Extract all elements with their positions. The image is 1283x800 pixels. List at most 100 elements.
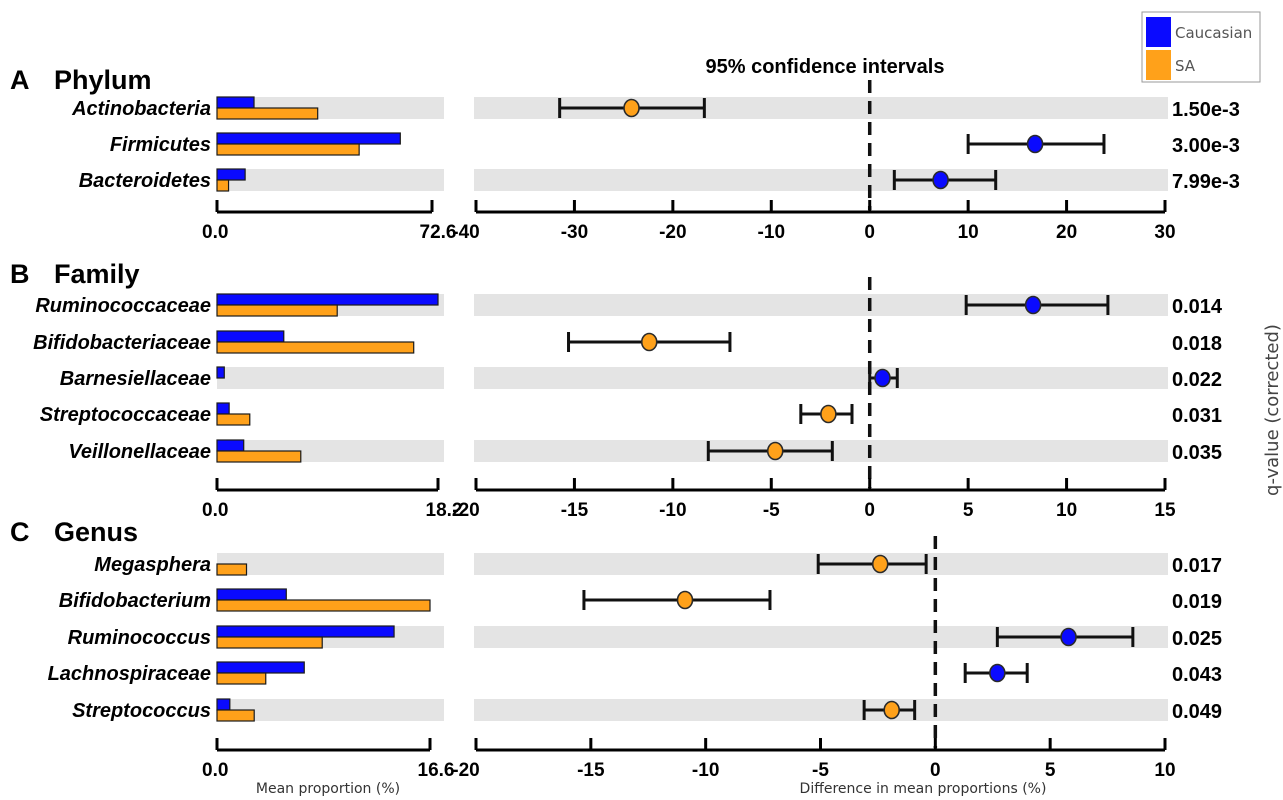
panel-c-bar-caucasian-ruminococcus (216, 625, 395, 638)
panel-c-q-value: 0.017 (1172, 555, 1222, 577)
panel-c-bar-caucasian-lachnospiraceae (216, 661, 305, 674)
panel-b-band-right-ruminococcaceae (474, 294, 1168, 316)
panel-c-band-left-megasphera (217, 553, 444, 575)
panel-c-bar-caucasian-streptococcus (216, 698, 231, 711)
panel-b-band-right-barnesiellaceae (474, 367, 1168, 389)
panel-c-q-value: 0.025 (1172, 628, 1222, 650)
panel-b-q-value: 0.018 (1172, 333, 1222, 355)
panel-c-q-value: 0.043 (1172, 664, 1222, 686)
panel-a-title: Phylum (54, 65, 152, 95)
panel-c-category-label: Ruminococcus (68, 627, 211, 649)
panel-c-right-tick-label: -15 (577, 760, 605, 781)
panel-c-ci-point-ruminococcus (1060, 627, 1077, 647)
panel-b-title: Family (54, 259, 140, 289)
row-bands (217, 97, 1168, 721)
panel-c-q-value: 0.049 (1172, 701, 1222, 723)
panel-b-right-tick-label: -15 (561, 500, 589, 521)
panel-b-right-tick-label: -5 (763, 500, 780, 521)
panel-a-category-label: Bacteroidetes (79, 170, 211, 192)
panel-c-ci-point-streptococcus (883, 700, 900, 720)
panel-c-band-right-streptococcus (474, 699, 1168, 721)
panel-b-right-tick-label: 15 (1154, 500, 1176, 521)
legend-swatch-sa (1146, 50, 1171, 80)
panel-c-category-label: Megasphera (94, 554, 211, 576)
panel-a-ci-point-actinobacteria (623, 98, 640, 118)
panel-b-right-tick-label: -20 (452, 500, 479, 521)
panel-c-ci-point-megasphera (871, 554, 889, 574)
panel-a-bar-caucasian-bacteroidetes (216, 168, 246, 181)
panel-c-bar-sa-bifidobacterium (216, 599, 431, 612)
panel-b-ci-point-ruminococcaceae (1024, 295, 1042, 315)
panel-a-bar-caucasian-actinobacteria (216, 96, 255, 109)
chart-title: 95% confidence intervals (706, 56, 945, 78)
panel-a-bar-sa-firmicutes (216, 143, 360, 156)
panel-c-bar-sa-megasphera (216, 563, 248, 576)
panel-a-right-tick-label: -30 (561, 222, 588, 243)
panel-b-right-tick-label: 0 (864, 500, 875, 521)
panel-a-right-tick-label: -40 (452, 222, 479, 243)
panel-a-q-value: 1.50e-3 (1172, 99, 1240, 121)
panel-b-bar-caucasian-barnesiellaceae (216, 366, 225, 379)
panel-b-ci-point-veillonellaceae (766, 441, 784, 461)
panel-c-category-label: Streptococcus (72, 700, 211, 722)
chart-labels: Actinobacteria 1.50e-3 Firmicutes 3.00e-3 Ba… (33, 98, 1240, 781)
panel-c-category-label: Bifidobacterium (59, 590, 211, 612)
panel-b-q-value: 0.014 (1172, 296, 1223, 318)
panel-c-bar-sa-ruminococcus (216, 636, 323, 649)
panel-a-category-label: Actinobacteria (71, 98, 211, 120)
panel-c-ci-point-bifidobacterium (676, 590, 694, 610)
panel-a-right-tick-label: 10 (958, 222, 979, 243)
panel-b-bar-caucasian-veillonellaceae (216, 439, 245, 452)
panel-c-ci-point-lachnospiraceae (989, 663, 1006, 683)
panel-a-ci-point-firmicutes (1026, 134, 1044, 154)
panel-c-right-tick-label: 5 (1045, 760, 1056, 781)
panel-a-bar-sa-bacteroidetes (216, 179, 230, 192)
panel-c-bar-sa-streptococcus (216, 709, 255, 722)
panel-c-right-tick-label: -10 (692, 760, 719, 781)
panel-a-letter: A (10, 65, 30, 95)
legend-swatch-caucasian (1146, 17, 1171, 47)
panel-b-right-tick-label: 5 (963, 500, 974, 521)
chart-marks (215, 80, 1167, 752)
panel-c-letter: C (10, 517, 30, 547)
panel-b-ci-point-barnesiellaceae (874, 368, 891, 388)
panel-a-left-tick-label: 0.0 (202, 222, 228, 243)
legend-label-caucasian: Caucasian (1175, 24, 1252, 42)
panel-c-band-right-ruminococcus (474, 626, 1168, 648)
panel-b-category-label: Veillonellaceae (68, 441, 211, 463)
legend: Caucasian SA (1141, 11, 1261, 83)
panel-c-bar-caucasian-bifidobacterium (216, 588, 287, 601)
panel-a-q-value: 7.99e-3 (1172, 171, 1240, 193)
panel-a-category-label: Firmicutes (110, 134, 211, 156)
panel-b-bar-sa-ruminococcaceae (216, 304, 338, 317)
panel-b-ci-point-streptococcaceae (820, 404, 837, 424)
panel-a-right-tick-label: 30 (1154, 222, 1175, 243)
panel-b-bar-caucasian-bifidobacteriaceae (216, 330, 285, 343)
panel-c-bar-sa-lachnospiraceae (216, 672, 267, 685)
panel-c-left-tick-label: 0.0 (202, 760, 228, 781)
legend-label-sa: SA (1175, 57, 1196, 75)
q-value-axis-label: q-value (corrected) (1262, 324, 1283, 496)
panel-a-left-tick-label: 72.6 (420, 222, 457, 243)
panel-b-ci-point-bifidobacteriaceae (640, 332, 658, 352)
panel-a-right-tick-label: 20 (1056, 222, 1077, 243)
panel-b-right-tick-label: 10 (1056, 500, 1077, 521)
panel-c-right-tick-label: -20 (452, 760, 479, 781)
panel-b-letter: B (10, 259, 30, 289)
panel-b-bar-caucasian-streptococcaceae (216, 402, 230, 415)
panel-c-right-tick-label: -5 (812, 760, 829, 781)
panel-a-ci-point-bacteroidetes (932, 170, 949, 190)
panel-b-q-value: 0.031 (1172, 405, 1222, 427)
panel-a-band-right-actinobacteria (474, 97, 1168, 119)
panel-c-left-tick-label: 16.6 (418, 760, 455, 781)
panel-b-category-label: Bifidobacteriaceae (33, 332, 211, 354)
panel-b-left-tick-label: 18.2 (426, 500, 463, 521)
panel-a-bar-sa-actinobacteria (216, 107, 319, 120)
panel-b-category-label: Barnesiellaceae (60, 368, 211, 390)
panel-b-bar-sa-streptococcaceae (216, 413, 251, 426)
panel-c-right-tick-label: 10 (1154, 760, 1175, 781)
panel-b-band-left-barnesiellaceae (217, 367, 444, 389)
panel-b-q-value: 0.022 (1172, 369, 1222, 391)
panel-c-q-value: 0.019 (1172, 591, 1222, 613)
